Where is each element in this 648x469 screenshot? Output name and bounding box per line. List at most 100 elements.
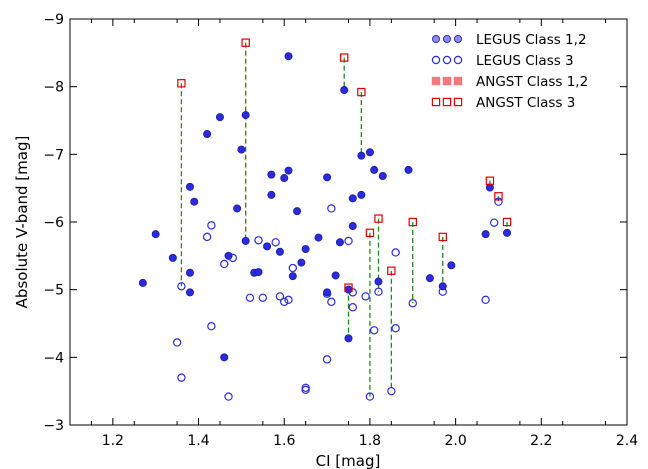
data-point-series-0	[357, 190, 366, 199]
data-point-series-0	[241, 236, 250, 245]
data-point-series-1	[177, 282, 186, 291]
data-point-series-0	[485, 183, 494, 192]
data-point-series-0	[138, 278, 147, 287]
x-tick-label: 2.0	[444, 433, 466, 449]
data-point-series-0	[151, 230, 160, 239]
x-tick-label: 1.2	[102, 433, 124, 449]
data-point-series-1	[288, 263, 297, 273]
data-point-series-0	[314, 233, 323, 242]
legend-label: ANGST Class 3	[476, 95, 575, 111]
legend-marker	[431, 97, 441, 107]
data-point-series-1	[489, 218, 499, 227]
data-point-series-1	[391, 324, 400, 333]
data-point-series-0	[263, 242, 272, 251]
data-point-series-1	[224, 392, 233, 401]
x-axis-title: CI [mag]	[316, 452, 381, 469]
data-point-series-3	[438, 232, 447, 242]
legend-label: LEGUS Class 1,2	[476, 32, 587, 48]
data-point-series-0	[323, 173, 332, 182]
y-tick-label: −8	[43, 80, 64, 96]
x-tick-label: 2.4	[616, 433, 638, 449]
data-point-series-1	[481, 295, 490, 305]
data-point-series-3	[502, 217, 512, 227]
axis-ticks	[70, 18, 628, 426]
y-tick-label: −3	[43, 418, 64, 434]
data-point-series-0	[404, 165, 413, 174]
data-point-series-0	[293, 207, 302, 216]
data-point-series-1	[220, 259, 229, 269]
data-point-series-1	[374, 287, 383, 296]
data-point-series-0	[185, 288, 194, 297]
data-point-series-0	[185, 182, 194, 191]
x-tick-label: 1.6	[273, 433, 295, 449]
y-tick-label: −5	[43, 283, 64, 299]
data-point-series-0	[357, 151, 366, 160]
data-point-series-1	[177, 373, 186, 382]
data-points	[138, 38, 512, 401]
data-point-series-1	[207, 221, 216, 230]
plot-area	[69, 18, 628, 426]
data-point-series-0	[267, 190, 276, 199]
data-point-series-1	[284, 295, 293, 305]
data-point-series-0	[275, 247, 284, 256]
data-point-series-1	[228, 253, 238, 263]
data-point-series-1	[438, 287, 447, 296]
legend-marker	[453, 97, 463, 107]
data-point-series-0	[370, 165, 379, 174]
data-point-series-0	[280, 174, 289, 183]
data-point-series-1	[280, 297, 289, 307]
legend-label: ANGST Class 1,2	[476, 74, 588, 90]
data-point-series-3	[494, 192, 503, 201]
y-axis-title: Absolute V-band [mag]	[13, 136, 31, 309]
connector-lines	[180, 42, 508, 397]
legend-marker	[442, 35, 451, 44]
data-point-series-0	[203, 130, 212, 139]
data-point-series-3	[387, 266, 396, 275]
data-point-series-0	[447, 261, 456, 270]
data-point-series-0	[267, 170, 276, 179]
legend-marker	[431, 76, 441, 86]
data-point-series-1	[327, 297, 336, 307]
data-point-series-0	[425, 274, 434, 283]
x-tick-label: 1.4	[187, 433, 209, 449]
data-point-series-0	[288, 272, 297, 281]
data-point-series-3	[344, 283, 353, 292]
data-point-series-0	[297, 258, 306, 267]
legend-label: LEGUS Class 3	[476, 53, 574, 69]
data-point-series-0	[215, 113, 224, 122]
x-tick-label: 2.2	[530, 433, 552, 449]
data-point-series-0	[503, 228, 512, 237]
data-point-series-0	[237, 145, 246, 154]
data-point-series-0	[224, 251, 233, 260]
data-point-series-0	[220, 353, 229, 362]
data-point-series-3	[374, 214, 383, 223]
data-point-series-1	[327, 204, 336, 213]
legend-marker	[442, 97, 452, 107]
data-point-series-1	[370, 326, 379, 335]
data-point-series-1	[348, 288, 357, 297]
data-point-series-0	[185, 268, 194, 277]
legend-marker	[453, 76, 463, 86]
data-point-series-1	[245, 293, 255, 302]
legend-marker	[442, 76, 452, 86]
y-tick-label: −9	[43, 12, 64, 28]
data-point-series-3	[485, 176, 495, 185]
data-point-series-1	[387, 386, 396, 396]
data-point-series-3	[340, 53, 349, 62]
data-point-series-1	[202, 232, 212, 242]
data-point-series-0	[168, 253, 177, 262]
legend-marker	[453, 35, 462, 44]
data-point-series-3	[357, 87, 366, 97]
data-point-series-1	[365, 392, 375, 401]
data-point-series-1	[344, 236, 353, 246]
data-point-series-1	[391, 248, 400, 257]
data-point-series-3	[365, 228, 375, 238]
data-point-series-1	[348, 303, 357, 312]
data-point-series-0	[190, 197, 199, 206]
data-point-series-1	[322, 289, 332, 298]
data-point-series-0	[233, 204, 242, 213]
data-point-series-0	[374, 277, 383, 286]
data-point-series-0	[335, 238, 344, 247]
data-point-series-1	[172, 338, 182, 347]
